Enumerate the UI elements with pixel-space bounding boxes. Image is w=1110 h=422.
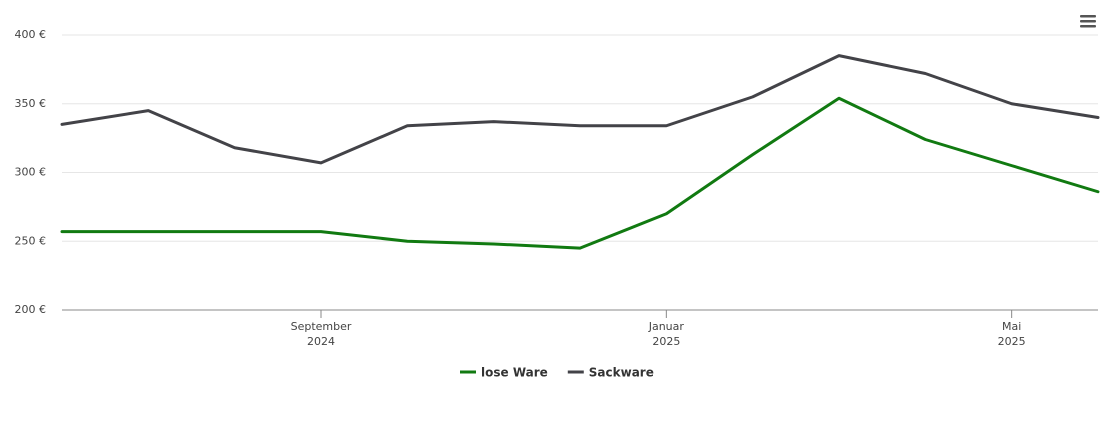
series-line	[60, 54, 1100, 165]
x-tick-label: September 2024	[290, 320, 352, 348]
menu-bar	[1080, 15, 1096, 18]
y-tick-label: 200 €	[15, 303, 47, 316]
menu-bar	[1080, 25, 1096, 28]
y-tick-label: 250 €	[15, 234, 47, 247]
legend-label: Sackware	[589, 366, 654, 380]
y-tick-label: 400 €	[15, 28, 47, 41]
menu-bar	[1080, 20, 1096, 23]
legend: lose Ware Sackware	[460, 366, 654, 380]
legend-label: lose Ware	[481, 366, 548, 380]
y-tick-label: 350 €	[15, 97, 47, 110]
x-tick-label: Mai 2025	[997, 320, 1026, 348]
series-line	[60, 96, 1100, 250]
y-tick-label: 300 €	[15, 166, 47, 179]
x-tick-label: Januar 2025	[648, 320, 684, 348]
menu-button[interactable]	[1080, 15, 1096, 28]
